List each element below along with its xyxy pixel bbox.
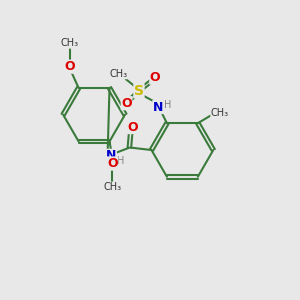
Text: O: O bbox=[121, 97, 132, 110]
Text: CH₃: CH₃ bbox=[109, 69, 128, 79]
Text: O: O bbox=[150, 71, 160, 84]
Text: N: N bbox=[106, 149, 116, 162]
Text: CH₃: CH₃ bbox=[211, 108, 229, 118]
Text: H: H bbox=[164, 100, 171, 110]
Text: CH₃: CH₃ bbox=[61, 38, 79, 48]
Text: O: O bbox=[107, 157, 118, 170]
Text: N: N bbox=[153, 100, 163, 113]
Text: O: O bbox=[127, 121, 138, 134]
Text: O: O bbox=[64, 60, 75, 73]
Text: S: S bbox=[134, 84, 144, 98]
Text: CH₃: CH₃ bbox=[103, 182, 122, 192]
Text: H: H bbox=[117, 156, 124, 166]
